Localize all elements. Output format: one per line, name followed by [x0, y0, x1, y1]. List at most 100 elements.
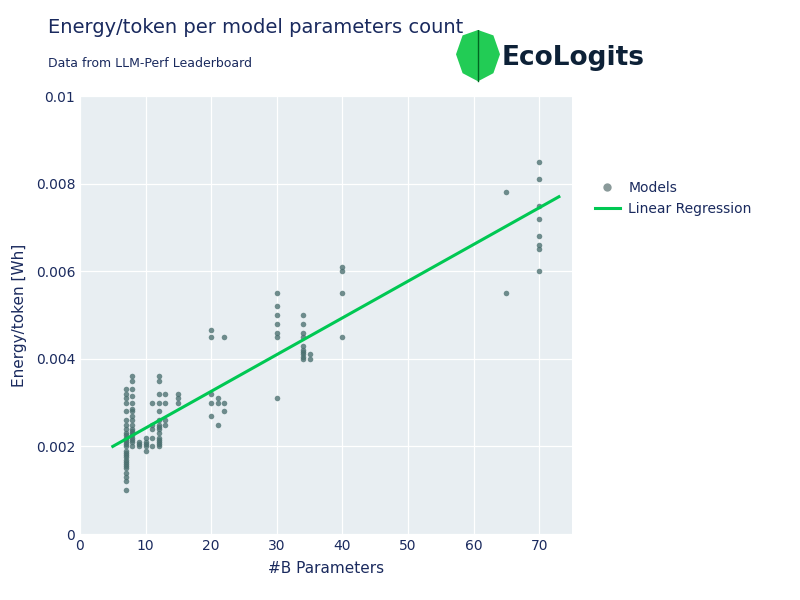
Point — [205, 411, 218, 421]
Point — [126, 398, 139, 407]
Point — [500, 188, 513, 197]
Polygon shape — [456, 30, 500, 81]
Y-axis label: Energy/token [Wh]: Energy/token [Wh] — [12, 244, 27, 386]
Point — [270, 301, 283, 311]
Point — [146, 433, 158, 442]
Point — [119, 442, 132, 451]
Point — [152, 376, 165, 385]
Point — [297, 328, 310, 337]
Point — [139, 437, 152, 447]
Point — [119, 437, 132, 447]
Point — [119, 451, 132, 460]
Point — [152, 422, 165, 431]
Point — [297, 347, 310, 357]
Point — [270, 332, 283, 341]
Point — [139, 433, 152, 442]
Text: Energy/token per model parameters count: Energy/token per model parameters count — [48, 18, 463, 37]
Point — [152, 389, 165, 398]
Point — [126, 424, 139, 434]
Point — [211, 398, 224, 407]
Point — [533, 240, 546, 250]
Point — [126, 385, 139, 394]
Point — [119, 394, 132, 403]
Point — [205, 326, 218, 335]
Point — [205, 398, 218, 407]
Point — [218, 407, 230, 416]
Point — [297, 350, 310, 359]
Point — [146, 420, 158, 430]
Text: Data from LLM-Perf Leaderboard: Data from LLM-Perf Leaderboard — [48, 57, 252, 70]
Point — [119, 452, 132, 462]
Legend: Models, Linear Regression: Models, Linear Regression — [595, 181, 752, 216]
Point — [218, 332, 230, 341]
Point — [533, 214, 546, 223]
Point — [152, 415, 165, 425]
Point — [119, 431, 132, 440]
Point — [119, 459, 132, 469]
Point — [172, 389, 185, 398]
Point — [303, 354, 316, 364]
Point — [119, 398, 132, 407]
Point — [336, 332, 349, 341]
Point — [126, 415, 139, 425]
Point — [533, 232, 546, 241]
Point — [152, 442, 165, 451]
Point — [126, 391, 139, 401]
Point — [270, 319, 283, 329]
Point — [336, 289, 349, 298]
Point — [133, 437, 146, 447]
Point — [205, 332, 218, 341]
Point — [126, 428, 139, 438]
Point — [297, 310, 310, 320]
Point — [218, 398, 230, 407]
Point — [126, 433, 139, 442]
Point — [159, 398, 172, 407]
Point — [126, 411, 139, 421]
Point — [533, 245, 546, 254]
Point — [152, 398, 165, 407]
Point — [303, 350, 316, 359]
Point — [126, 420, 139, 430]
Point — [133, 442, 146, 451]
Point — [533, 157, 546, 166]
Point — [152, 433, 165, 442]
Point — [126, 404, 139, 414]
Point — [205, 389, 218, 398]
Point — [119, 415, 132, 425]
Point — [119, 455, 132, 464]
Point — [139, 446, 152, 455]
Point — [533, 175, 546, 184]
Point — [119, 457, 132, 467]
Point — [119, 439, 132, 449]
Point — [211, 394, 224, 403]
Point — [139, 442, 152, 451]
Point — [336, 266, 349, 276]
Point — [336, 262, 349, 272]
Point — [119, 448, 132, 458]
Point — [297, 354, 310, 364]
Point — [126, 371, 139, 381]
Point — [152, 424, 165, 434]
Point — [297, 341, 310, 350]
Point — [152, 437, 165, 447]
Point — [152, 439, 165, 449]
Point — [146, 442, 158, 451]
Point — [159, 389, 172, 398]
Point — [133, 439, 146, 449]
Point — [126, 407, 139, 416]
Point — [270, 394, 283, 403]
Point — [152, 428, 165, 438]
Point — [119, 472, 132, 482]
Point — [119, 420, 132, 430]
Point — [146, 424, 158, 434]
Point — [172, 394, 185, 403]
Point — [152, 371, 165, 381]
Point — [126, 431, 139, 440]
Point — [126, 426, 139, 436]
Point — [119, 446, 132, 455]
Point — [119, 407, 132, 416]
Point — [500, 289, 513, 298]
Point — [270, 310, 283, 320]
Point — [119, 468, 132, 478]
Point — [139, 439, 152, 449]
